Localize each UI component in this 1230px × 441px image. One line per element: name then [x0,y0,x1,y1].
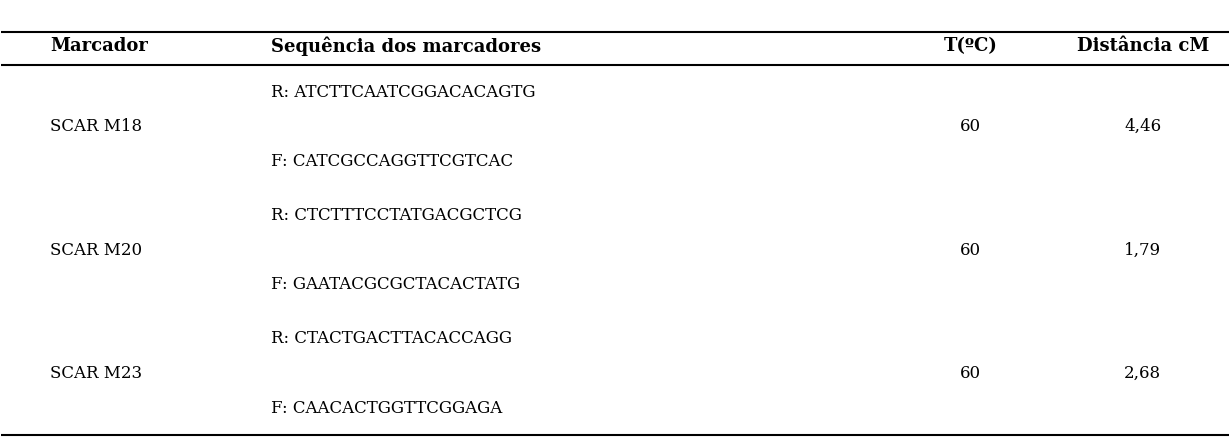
Text: Distância cM: Distância cM [1076,37,1209,55]
Text: 4,46: 4,46 [1124,118,1161,135]
Text: T(ºC): T(ºC) [943,37,998,55]
Text: F: GAATACGCGCTACACTATG: F: GAATACGCGCTACACTATG [272,276,520,293]
Text: F: CATCGCCAGGTTCGTCAC: F: CATCGCCAGGTTCGTCAC [272,153,513,170]
Text: F: CAACACTGGTTCGGAGA: F: CAACACTGGTTCGGAGA [272,400,503,417]
Text: SCAR M23: SCAR M23 [50,365,143,382]
Text: 60: 60 [961,365,982,382]
Text: SCAR M18: SCAR M18 [50,118,143,135]
Text: Marcador: Marcador [50,37,149,55]
Text: R: CTCTTTCCTATGACGCTCG: R: CTCTTTCCTATGACGCTCG [272,207,523,224]
Text: R: ATCTTCAATCGGACACAGTG: R: ATCTTCAATCGGACACAGTG [272,84,536,101]
Text: SCAR M20: SCAR M20 [50,242,143,258]
Text: 60: 60 [961,118,982,135]
Text: 60: 60 [961,242,982,258]
Text: Sequência dos marcadores: Sequência dos marcadores [272,37,541,56]
Text: 1,79: 1,79 [1124,242,1161,258]
Text: R: CTACTGACTTACACCAGG: R: CTACTGACTTACACCAGG [272,330,513,348]
Text: 2,68: 2,68 [1124,365,1161,382]
